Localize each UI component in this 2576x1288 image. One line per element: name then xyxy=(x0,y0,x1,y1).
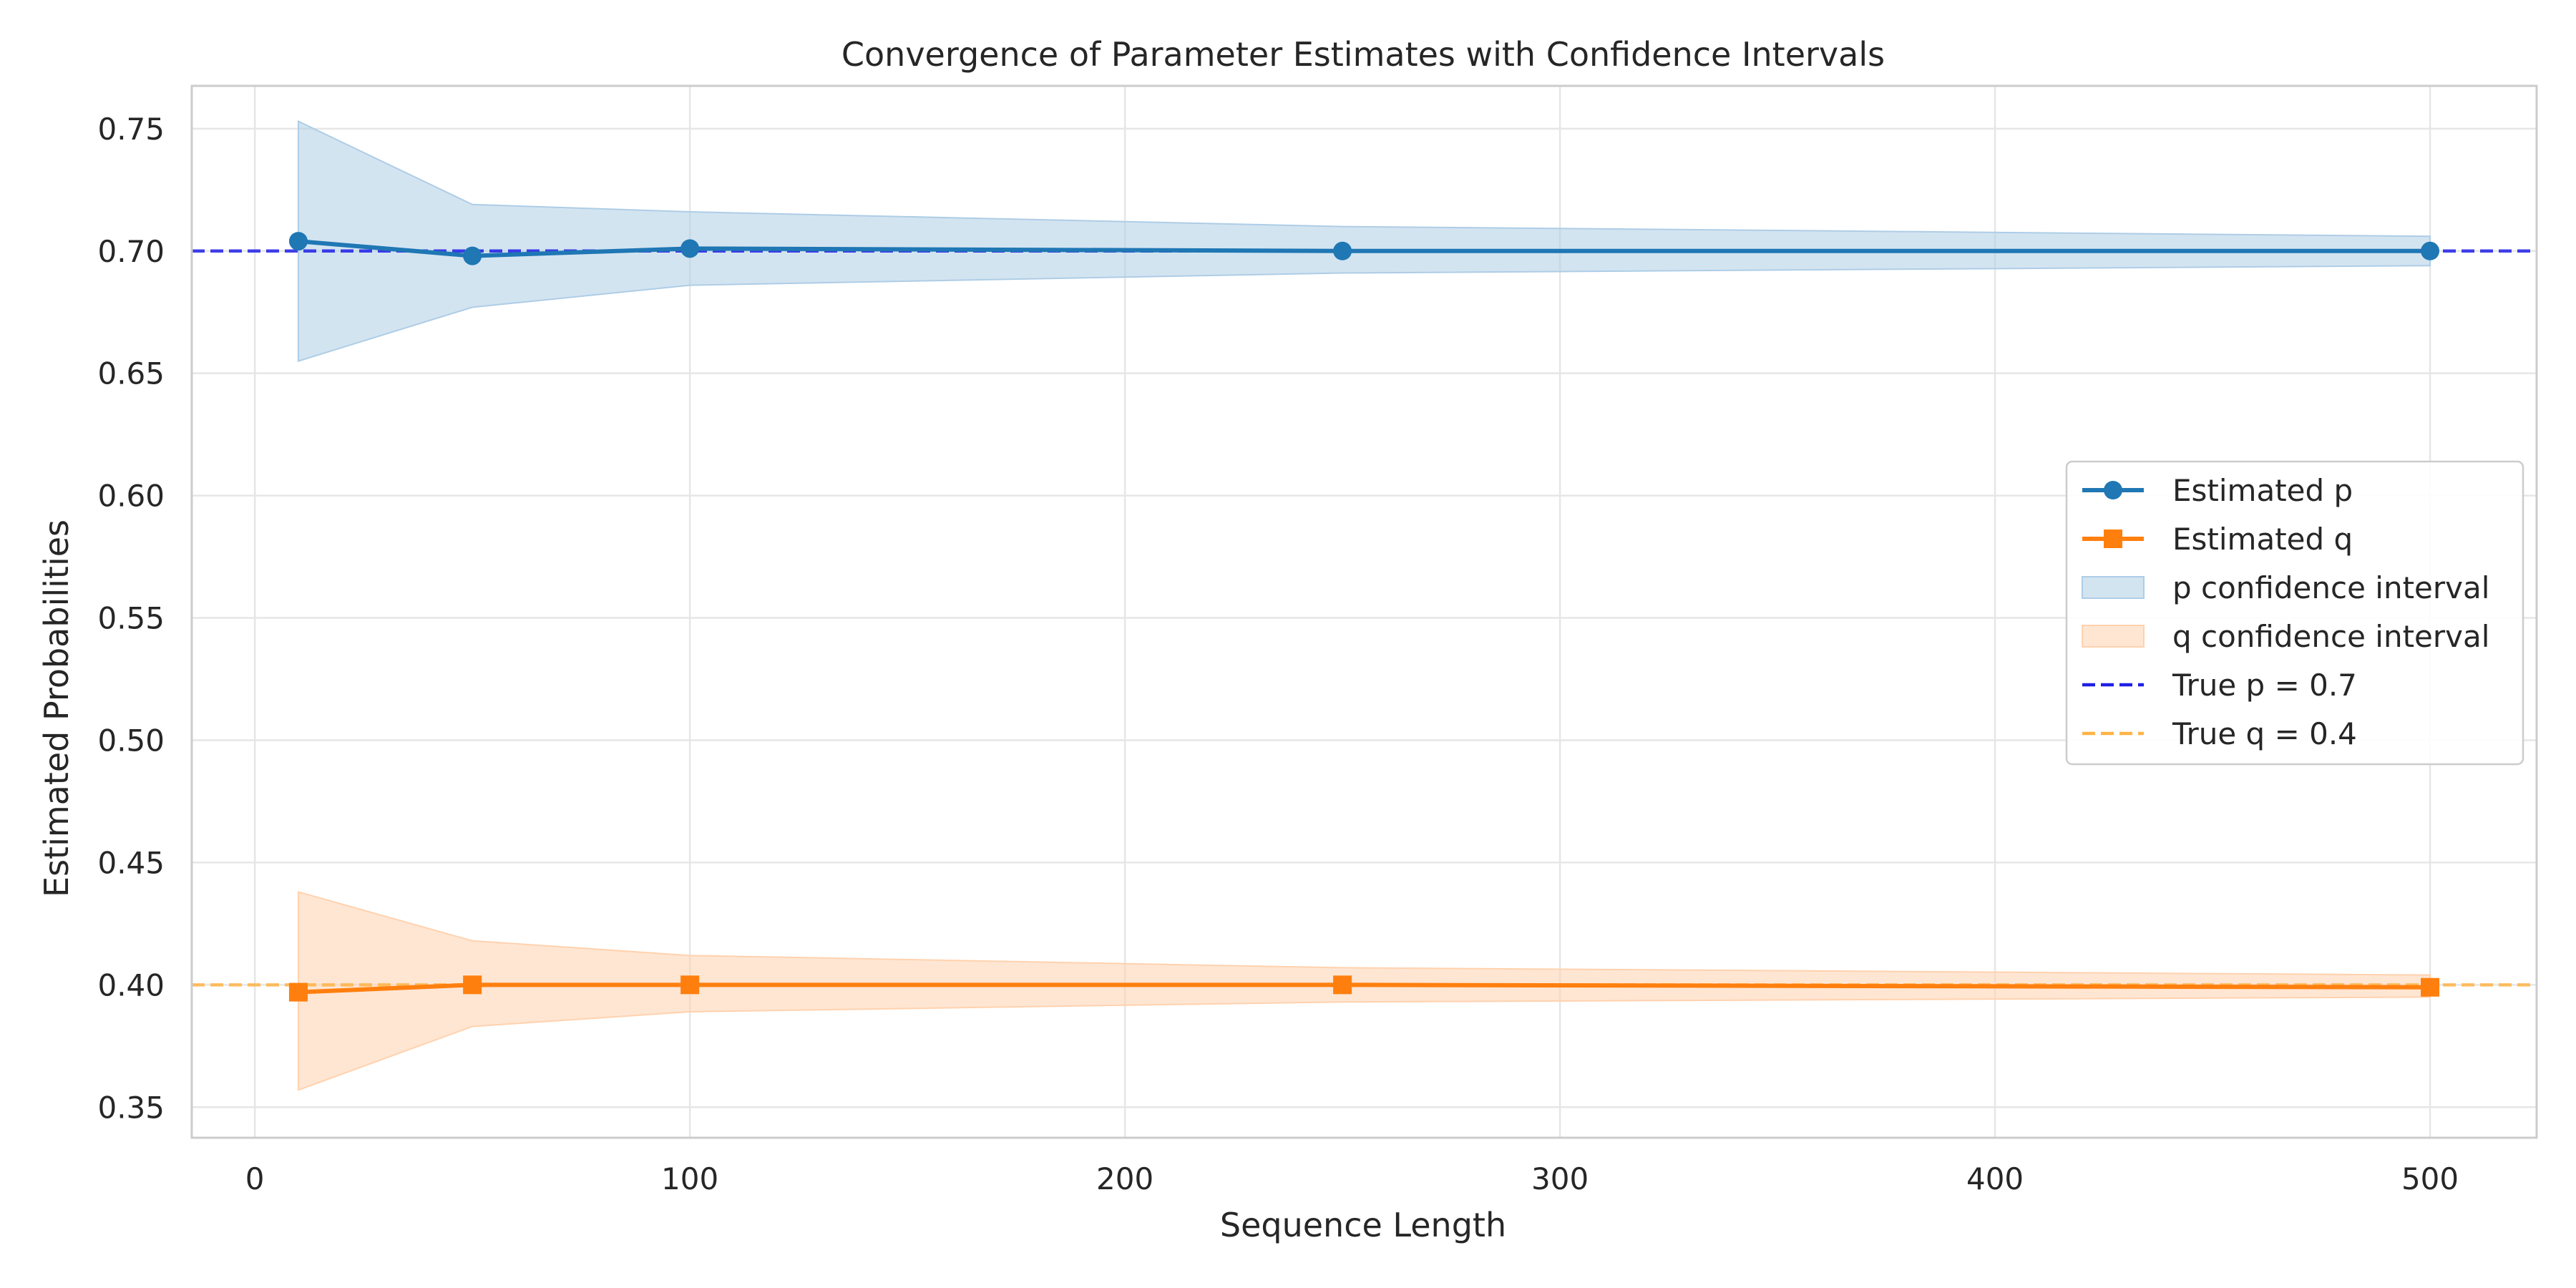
x-tick-label: 300 xyxy=(1531,1161,1589,1196)
chart-title: Convergence of Parameter Estimates with … xyxy=(841,35,1885,74)
y-tick-label: 0.65 xyxy=(97,356,165,391)
x-tick-label: 100 xyxy=(661,1161,718,1196)
data-point xyxy=(2421,241,2440,260)
y-axis-ticks: 0.35 0.40 0.45 0.50 0.55 0.60 0.65 0.70 0.75 xyxy=(97,112,165,1125)
data-point xyxy=(680,975,700,995)
data-point xyxy=(680,239,700,258)
confidence-band-1 xyxy=(297,891,2431,1091)
x-tick-label: 400 xyxy=(1966,1161,2024,1196)
legend: Estimated p Estimated q p confidence inter… xyxy=(2065,460,2524,766)
legend-handle-patch xyxy=(2082,625,2145,648)
y-tick-label: 0.35 xyxy=(97,1090,165,1125)
data-point xyxy=(288,232,308,251)
legend-handle-marker xyxy=(2104,530,2122,548)
data-point xyxy=(463,246,482,265)
data-point xyxy=(1333,241,1352,260)
y-tick-label: 0.50 xyxy=(97,723,165,758)
legend-label: Estimated p xyxy=(2172,473,2353,508)
confidence-bands xyxy=(297,119,2431,1091)
data-point xyxy=(463,975,482,995)
y-tick-label: 0.55 xyxy=(97,601,165,636)
y-tick-label: 0.75 xyxy=(97,112,165,147)
y-tick-label: 0.70 xyxy=(97,234,165,269)
legend-label: q confidence interval xyxy=(2172,619,2489,654)
plot-frame xyxy=(190,84,2538,1139)
legend-label: Estimated q xyxy=(2172,522,2353,557)
series-markers xyxy=(288,232,2440,1002)
legend-label: True p = 0.7 xyxy=(2172,668,2357,703)
x-tick-label: 0 xyxy=(245,1161,265,1196)
legend-label: p confidence interval xyxy=(2172,570,2489,605)
x-tick-label: 500 xyxy=(2401,1161,2459,1196)
legend-box xyxy=(2065,460,2524,766)
x-tick-label: 200 xyxy=(1096,1161,1153,1196)
y-axis-label: Estimated Probabilities xyxy=(37,519,76,897)
data-point xyxy=(2421,977,2440,997)
x-axis-ticks: 0 100 200 300 400 500 xyxy=(245,1161,2459,1196)
x-axis-label: Sequence Length xyxy=(1220,1206,1506,1244)
legend-handle-marker xyxy=(2104,481,2122,499)
legend-label: True q = 0.4 xyxy=(2172,716,2357,751)
y-tick-label: 0.60 xyxy=(97,479,165,514)
y-tick-label: 0.45 xyxy=(97,845,165,880)
y-tick-label: 0.40 xyxy=(97,967,165,1002)
data-point xyxy=(1333,975,1352,995)
confidence-band-0 xyxy=(297,119,2431,362)
legend-handle-patch xyxy=(2082,576,2145,599)
data-point xyxy=(288,982,308,1002)
